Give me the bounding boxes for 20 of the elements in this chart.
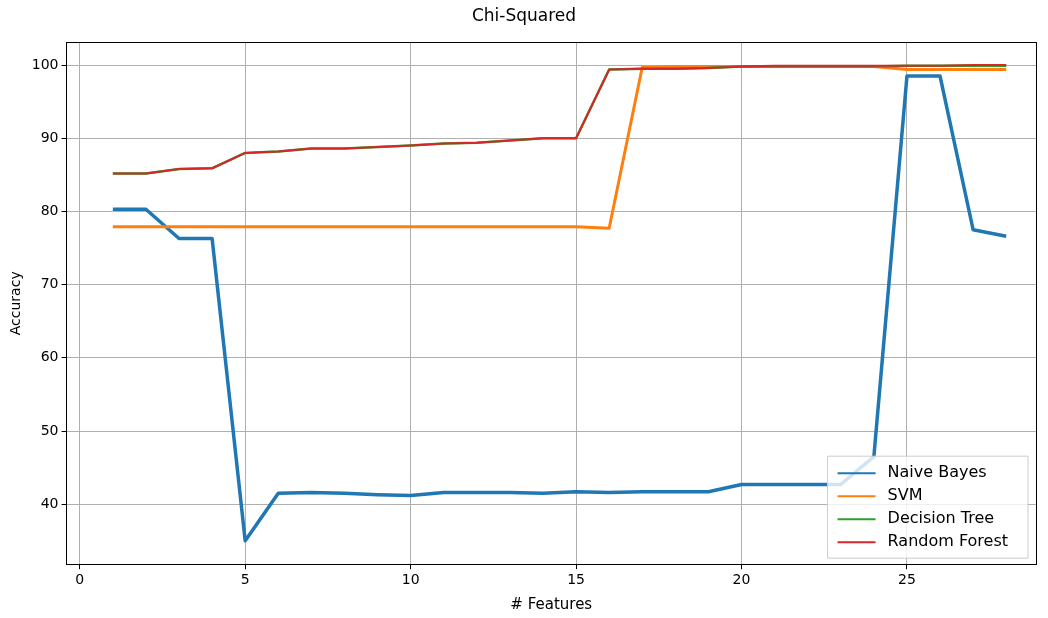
- y-tick-label: 70: [40, 275, 59, 292]
- y-tick-label: 100: [31, 55, 59, 72]
- chart-title: Chi-Squared: [471, 4, 577, 25]
- x-tick-label: 25: [898, 571, 916, 588]
- y-tick-label: 90: [40, 128, 59, 145]
- y-tick-label: 60: [40, 348, 59, 365]
- legend-label: Random Forest: [887, 531, 1009, 551]
- x-tick-label: 5: [240, 571, 250, 588]
- y-tick-label: 40: [40, 494, 59, 511]
- x-axis-title: # Features: [510, 594, 593, 613]
- legend-label: Naive Bayes: [887, 462, 987, 482]
- y-axis-title: Accuracy: [7, 271, 24, 336]
- x-tick-label: 0: [75, 571, 85, 588]
- y-tick-label: 50: [40, 421, 59, 438]
- x-tick-label: 15: [567, 571, 585, 588]
- x-tick-label: 10: [401, 571, 420, 588]
- legend-label: Decision Tree: [887, 508, 995, 528]
- x-tick-label: 20: [732, 571, 751, 588]
- legend-label: SVM: [887, 485, 923, 505]
- y-tick-label: 80: [40, 202, 59, 219]
